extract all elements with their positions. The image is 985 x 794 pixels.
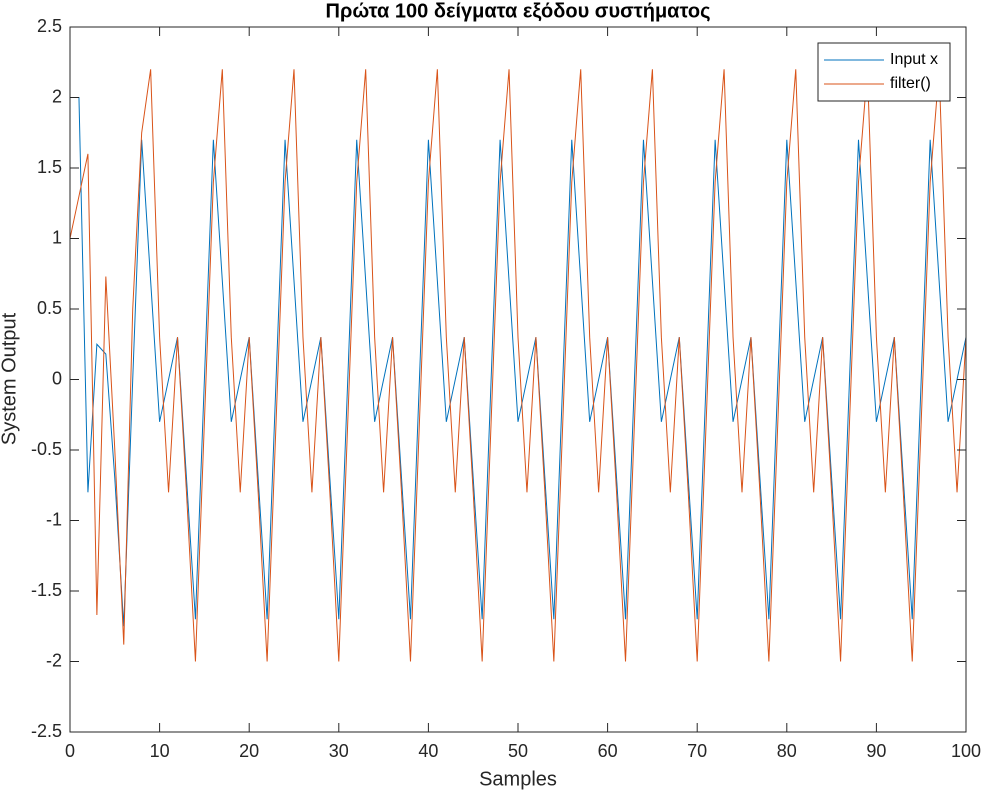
y-tick-label: 2 [52, 86, 62, 106]
series-line [69, 69, 967, 662]
y-tick-label: -1.5 [31, 580, 62, 600]
chart-title: Πρώτα 100 δείγματα εξόδου συστήματος [326, 0, 711, 22]
y-tick-label: 2.5 [37, 16, 62, 36]
x-tick-label: 20 [239, 741, 259, 761]
y-tick-label: -1 [46, 509, 62, 529]
legend: Input x filter() [817, 42, 951, 102]
y-tick-label: 1 [52, 227, 62, 247]
series-line [70, 97, 967, 627]
x-axis-label: Samples [479, 768, 557, 790]
legend-box [817, 42, 951, 102]
x-tick-label: 80 [777, 741, 797, 761]
x-tick-label: 30 [329, 741, 349, 761]
x-tick-label: 40 [418, 741, 438, 761]
y-tick-label: 0 [52, 368, 62, 388]
y-tick-label: -0.5 [31, 439, 62, 459]
y-tick-label: 0.5 [37, 298, 62, 318]
x-tick-label: 100 [951, 741, 981, 761]
y-axis-label: System Output [0, 312, 20, 445]
plot-area [70, 27, 966, 732]
x-tick-label: 70 [687, 741, 707, 761]
legend-label: filter() [890, 75, 931, 92]
x-tick-label: 60 [598, 741, 618, 761]
x-tick-label: 90 [866, 741, 886, 761]
x-tick-label: 50 [508, 741, 528, 761]
legend-label: Input x [890, 51, 938, 68]
y-tick-label: -2.5 [31, 721, 62, 741]
x-tick-label: 10 [150, 741, 170, 761]
x-tick-label: 0 [65, 741, 75, 761]
y-tick-label: 1.5 [37, 157, 62, 177]
y-tick-label: -2 [46, 650, 62, 670]
